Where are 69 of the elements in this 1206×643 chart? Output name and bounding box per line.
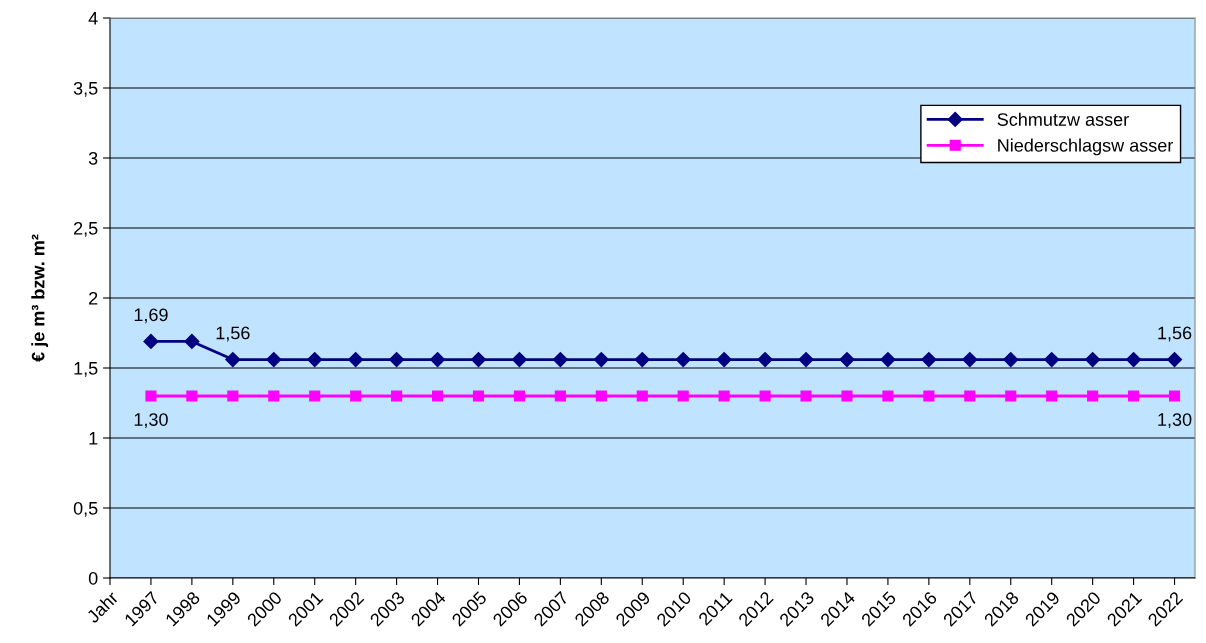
point [921, 352, 937, 368]
point [798, 352, 814, 368]
point [923, 390, 935, 402]
point [1168, 390, 1181, 402]
point [1003, 352, 1019, 368]
point [429, 352, 446, 368]
point [677, 390, 689, 402]
point [225, 352, 241, 368]
y-tick-label: 1,5 [74, 362, 98, 377]
y-axis-title: € je m³ bzw. m² [31, 234, 49, 362]
point [593, 352, 609, 368]
y-tick-label: 2,5 [74, 221, 98, 237]
legend-label: Niederschlagsw asser [998, 138, 1174, 156]
data-label: 1,56 [216, 326, 250, 342]
point [841, 390, 853, 402]
point [882, 390, 894, 402]
point [227, 390, 239, 402]
point [472, 390, 485, 402]
point [307, 352, 323, 368]
y-tick-label: 0 [88, 571, 98, 585]
point [964, 390, 976, 402]
point [1166, 352, 1183, 368]
point [389, 352, 405, 368]
point [880, 352, 896, 368]
point [1046, 390, 1058, 402]
y-tick-label: 3,5 [73, 81, 98, 97]
point [800, 390, 812, 402]
point [675, 352, 691, 368]
point [391, 390, 403, 402]
point [552, 352, 568, 368]
point [268, 390, 280, 402]
data-label: 1,30 [1158, 413, 1192, 429]
point [184, 333, 200, 349]
point [1087, 390, 1099, 402]
y-tick-label: 3 [88, 151, 98, 165]
point [513, 390, 525, 402]
point [759, 390, 771, 402]
point [718, 390, 730, 402]
data-label: 1,69 [134, 308, 168, 324]
y-tick-label: 1 [89, 432, 98, 445]
point [962, 352, 978, 368]
point [143, 333, 159, 349]
point [839, 352, 855, 368]
point [350, 390, 362, 402]
point [348, 352, 364, 368]
point [470, 352, 487, 368]
data-label: 1,30 [134, 413, 168, 429]
point [511, 352, 528, 368]
point [636, 390, 648, 402]
point [1085, 352, 1101, 368]
legend-label: Schmutzw asser [997, 112, 1129, 126]
point [716, 352, 732, 368]
y-tick-label: 2 [89, 291, 98, 305]
point [145, 390, 157, 402]
y-tick-label: 0,5 [73, 501, 98, 517]
point [757, 352, 773, 368]
point [266, 352, 282, 368]
point [595, 390, 607, 402]
point [634, 352, 650, 368]
y-tick-label: 4 [88, 12, 98, 25]
point [1128, 390, 1140, 402]
point [1005, 390, 1017, 402]
point [309, 390, 321, 402]
point [1126, 352, 1142, 368]
point [431, 390, 444, 402]
point [1044, 352, 1060, 368]
point [186, 390, 198, 402]
point [554, 390, 566, 402]
data-label: 1,56 [1158, 326, 1192, 342]
